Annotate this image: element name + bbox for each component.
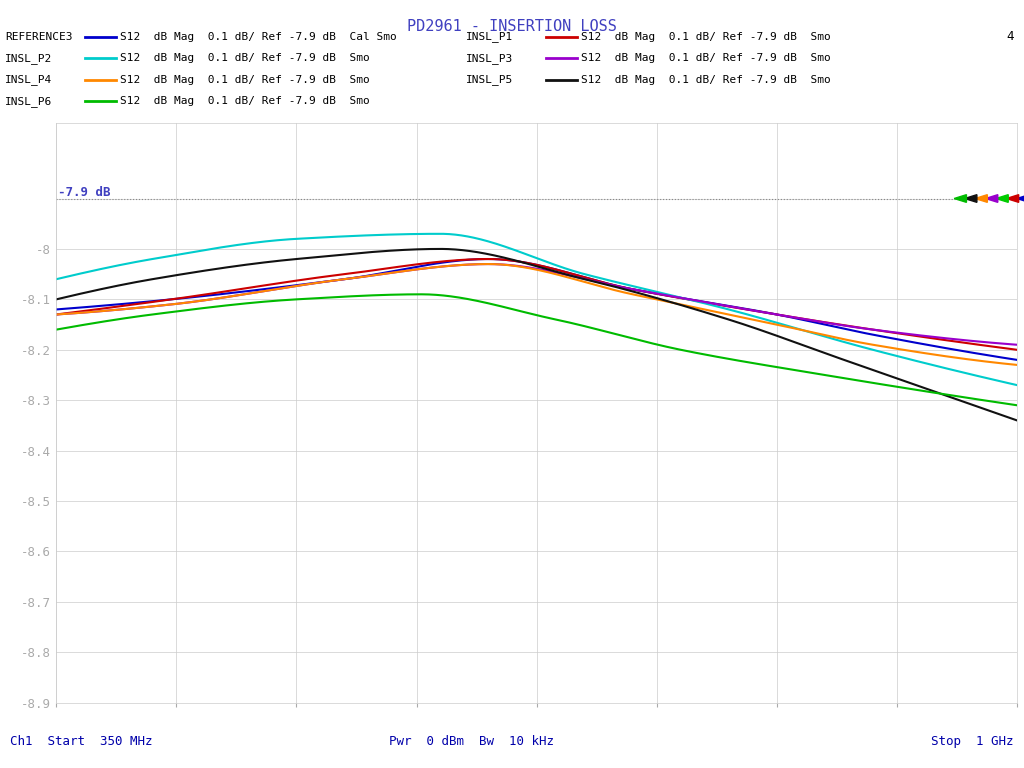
Text: REFERENCE3: REFERENCE3 bbox=[5, 31, 73, 42]
Text: INSL_P1: INSL_P1 bbox=[466, 31, 513, 42]
Text: -7.9 dB: -7.9 dB bbox=[58, 186, 111, 198]
Text: S12  dB Mag  0.1 dB/ Ref -7.9 dB  Smo: S12 dB Mag 0.1 dB/ Ref -7.9 dB Smo bbox=[120, 96, 370, 107]
Text: INSL_P3: INSL_P3 bbox=[466, 53, 513, 64]
Text: INSL_P5: INSL_P5 bbox=[466, 74, 513, 85]
Text: S12  dB Mag  0.1 dB/ Ref -7.9 dB  Smo: S12 dB Mag 0.1 dB/ Ref -7.9 dB Smo bbox=[581, 31, 830, 42]
Text: S12  dB Mag  0.1 dB/ Ref -7.9 dB  Smo: S12 dB Mag 0.1 dB/ Ref -7.9 dB Smo bbox=[581, 74, 830, 85]
Text: Ch1  Start  350 MHz: Ch1 Start 350 MHz bbox=[10, 735, 153, 747]
Text: 4: 4 bbox=[1007, 31, 1014, 43]
Text: INSL_P4: INSL_P4 bbox=[5, 74, 52, 85]
Text: PD2961 - INSERTION LOSS: PD2961 - INSERTION LOSS bbox=[408, 19, 616, 35]
Text: S12  dB Mag  0.1 dB/ Ref -7.9 dB  Cal Smo: S12 dB Mag 0.1 dB/ Ref -7.9 dB Cal Smo bbox=[120, 31, 396, 42]
Text: Pwr  0 dBm  Bw  10 kHz: Pwr 0 dBm Bw 10 kHz bbox=[389, 735, 554, 747]
Text: S12  dB Mag  0.1 dB/ Ref -7.9 dB  Smo: S12 dB Mag 0.1 dB/ Ref -7.9 dB Smo bbox=[120, 74, 370, 85]
Text: S12  dB Mag  0.1 dB/ Ref -7.9 dB  Smo: S12 dB Mag 0.1 dB/ Ref -7.9 dB Smo bbox=[120, 53, 370, 64]
Text: Stop  1 GHz: Stop 1 GHz bbox=[931, 735, 1014, 747]
Text: INSL_P2: INSL_P2 bbox=[5, 53, 52, 64]
Text: INSL_P6: INSL_P6 bbox=[5, 96, 52, 107]
Text: S12  dB Mag  0.1 dB/ Ref -7.9 dB  Smo: S12 dB Mag 0.1 dB/ Ref -7.9 dB Smo bbox=[581, 53, 830, 64]
